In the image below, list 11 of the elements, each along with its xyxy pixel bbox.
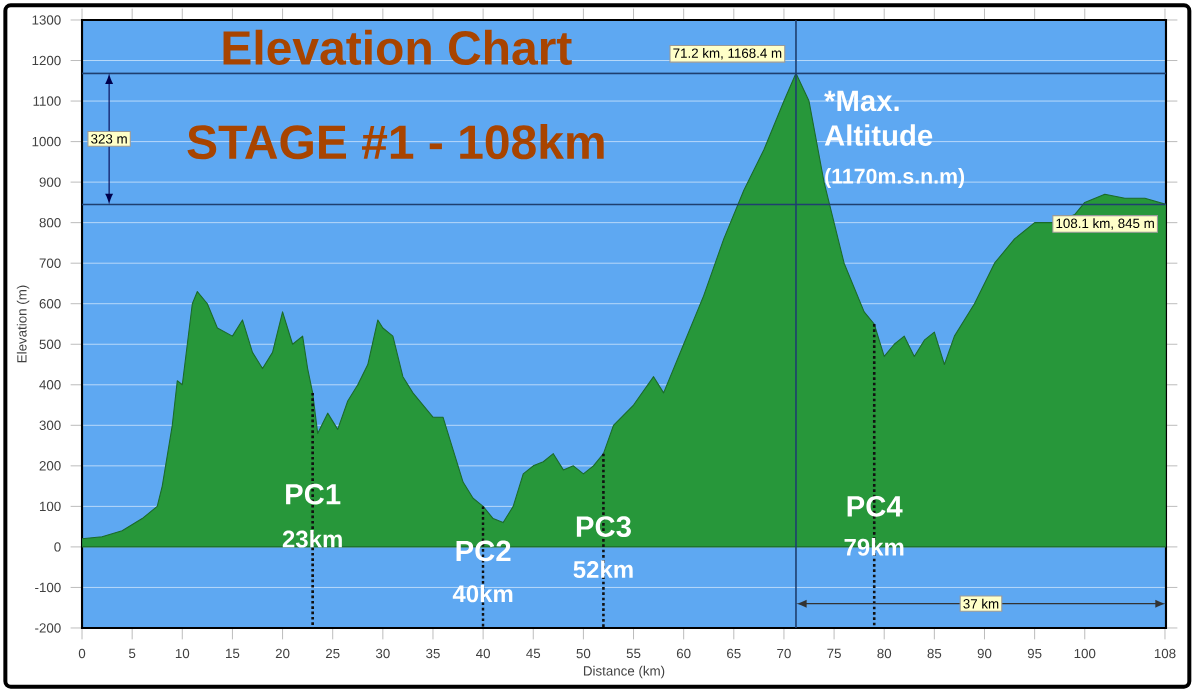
- annotation: PC3: [576, 516, 631, 538]
- annotation: (1170m.s.n.m): [825, 168, 965, 188]
- annotation: *Max. Altitude: [824, 90, 933, 146]
- annotation: 40km: [452, 584, 513, 603]
- text: STAGE #1 - 108km: [187, 123, 604, 160]
- chart-title: Elevation Chart: [223, 29, 572, 65]
- annotation: 23km: [282, 529, 342, 548]
- annotation: 79km: [844, 538, 904, 556]
- annotation: PC4: [847, 496, 903, 517]
- annotation: PC1: [286, 483, 341, 505]
- annotation: 52km: [573, 560, 633, 579]
